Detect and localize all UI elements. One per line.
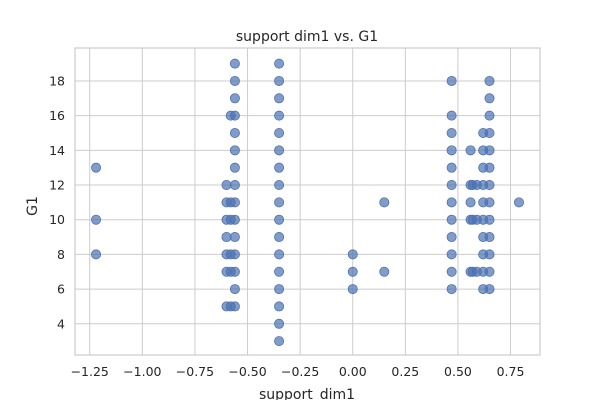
- grid-lines: [75, 48, 540, 355]
- data-point: [229, 162, 240, 173]
- data-point: [229, 75, 240, 86]
- x-axis-label: support_dim1: [259, 387, 355, 400]
- data-point: [229, 214, 240, 225]
- chart-title: support dim1 vs. G1: [236, 29, 378, 45]
- data-point: [484, 214, 495, 225]
- data-point: [274, 75, 285, 86]
- data-point: [446, 162, 457, 173]
- data-point: [274, 127, 285, 138]
- data-point: [274, 284, 285, 295]
- data-point: [446, 284, 457, 295]
- data-point: [274, 318, 285, 329]
- data-point: [484, 197, 495, 208]
- data-point: [229, 197, 240, 208]
- x-tick-labels: −1.25 −1.00 −0.75 −0.50 −0.25 0.00 0.25 0.50 0.7…: [71, 364, 525, 379]
- x-tick-label: 0.75: [497, 364, 525, 379]
- y-tick-label: 16: [49, 108, 65, 123]
- data-point: [446, 214, 457, 225]
- data-point: [484, 180, 495, 191]
- data-point: [229, 266, 240, 277]
- y-axis-label: G1: [25, 196, 41, 216]
- y-tick-labels: 4 6 8 10 12 14 16 18: [49, 73, 65, 331]
- data-point: [274, 93, 285, 104]
- data-point: [274, 336, 285, 347]
- data-point: [221, 232, 232, 243]
- data-point: [513, 197, 524, 208]
- data-point: [347, 266, 358, 277]
- data-point: [484, 232, 495, 243]
- data-point: [229, 145, 240, 156]
- data-point: [274, 145, 285, 156]
- data-point: [229, 93, 240, 104]
- x-tick-label: −0.25: [281, 364, 319, 379]
- data-point: [484, 249, 495, 260]
- data-point: [229, 110, 240, 121]
- data-point: [379, 197, 390, 208]
- y-tick-label: 12: [49, 178, 65, 193]
- data-point: [465, 197, 476, 208]
- data-point: [446, 110, 457, 121]
- data-point: [446, 180, 457, 191]
- data-point: [229, 284, 240, 295]
- data-point: [274, 232, 285, 243]
- x-tick-label: −0.75: [176, 364, 214, 379]
- data-point: [274, 266, 285, 277]
- y-tick-label: 6: [57, 282, 65, 297]
- data-point: [274, 110, 285, 121]
- data-point: [484, 284, 495, 295]
- data-point: [484, 266, 495, 277]
- data-point: [347, 249, 358, 260]
- data-point: [446, 232, 457, 243]
- data-point: [446, 266, 457, 277]
- x-tick-label: −0.50: [228, 364, 266, 379]
- data-point: [91, 249, 102, 260]
- data-point: [91, 162, 102, 173]
- y-tick-label: 18: [49, 73, 65, 88]
- x-tick-label: −1.00: [123, 364, 161, 379]
- data-point: [446, 75, 457, 86]
- data-points: [91, 58, 524, 347]
- data-point: [465, 145, 476, 156]
- x-tick-label: −1.25: [71, 364, 109, 379]
- data-point: [274, 197, 285, 208]
- data-point: [484, 162, 495, 173]
- data-point: [274, 180, 285, 191]
- data-point: [484, 145, 495, 156]
- y-tick-label: 8: [57, 247, 65, 262]
- data-point: [379, 266, 390, 277]
- x-tick-label: 0.50: [444, 364, 472, 379]
- x-tick-label: 0.25: [391, 364, 419, 379]
- data-point: [484, 93, 495, 104]
- data-point: [484, 110, 495, 121]
- x-tick-label: 0.00: [339, 364, 367, 379]
- data-point: [484, 127, 495, 138]
- data-point: [446, 145, 457, 156]
- data-point: [274, 58, 285, 69]
- data-point: [347, 284, 358, 295]
- data-point: [446, 127, 457, 138]
- data-point: [229, 127, 240, 138]
- y-tick-label: 10: [49, 212, 65, 227]
- data-point: [229, 301, 240, 312]
- data-point: [484, 75, 495, 86]
- data-point: [274, 301, 285, 312]
- data-point: [229, 58, 240, 69]
- data-point: [229, 180, 240, 191]
- y-tick-label: 4: [57, 316, 65, 331]
- data-point: [229, 232, 240, 243]
- data-point: [274, 162, 285, 173]
- data-point: [91, 214, 102, 225]
- data-point: [446, 197, 457, 208]
- plot-area: [74, 47, 541, 356]
- data-point: [221, 180, 232, 191]
- data-point: [446, 249, 457, 260]
- data-point: [229, 249, 240, 260]
- data-point: [274, 249, 285, 260]
- data-point: [274, 214, 285, 225]
- y-tick-label: 14: [49, 143, 65, 158]
